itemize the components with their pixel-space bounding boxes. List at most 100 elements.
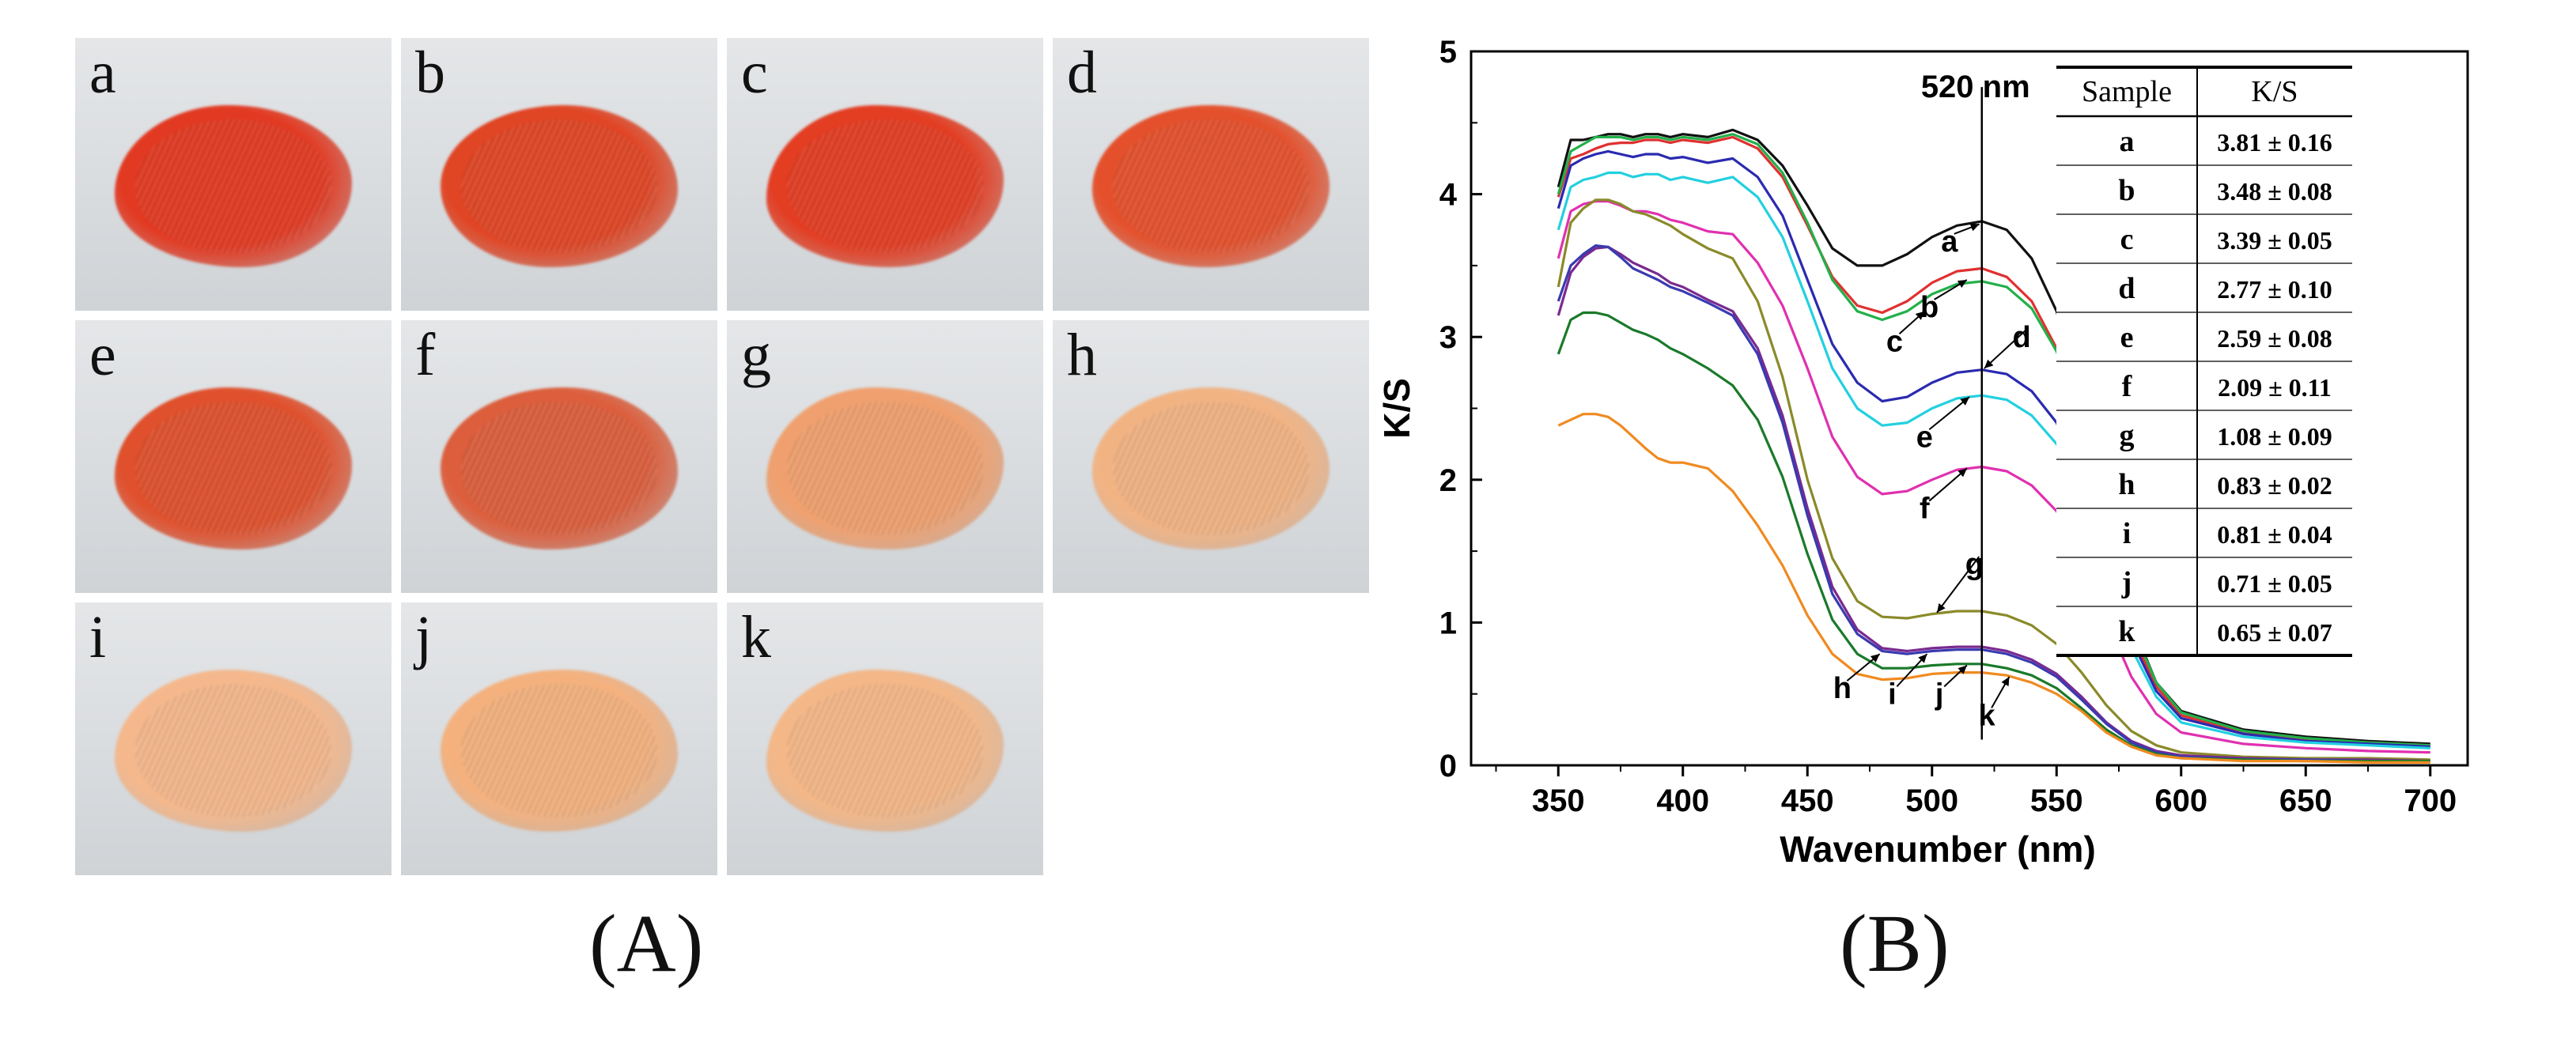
curve-label-arrowhead	[1957, 280, 1967, 288]
curve-label-arrowhead	[1984, 359, 1994, 368]
curve-label-c: c	[1886, 325, 1903, 358]
annotation-label-520nm: 520 nm	[1921, 70, 2030, 104]
sample-photo-i: i	[75, 602, 392, 875]
x-tick-label: 700	[2404, 783, 2457, 818]
x-tick-label: 500	[1905, 783, 1958, 818]
table-cell: a	[2120, 125, 2135, 158]
y-tick-label: 1	[1439, 606, 1457, 640]
table-cell: 3.48 ± 0.08	[2217, 177, 2332, 206]
curve-label-d: d	[2013, 321, 2031, 354]
sample-photo-a: a	[75, 38, 392, 311]
sample-photo-label: b	[415, 40, 445, 106]
x-tick-label: 550	[2030, 783, 2083, 818]
y-tick-label: 2	[1439, 463, 1457, 498]
table-cell: 0.65 ± 0.07	[2217, 618, 2332, 647]
curve-label-arrowhead	[1960, 397, 1969, 406]
panel-label-a: (A)	[589, 898, 704, 989]
series-line-g	[1557, 198, 2430, 761]
y-tick-label: 4	[1439, 178, 1458, 213]
fiber-sample-image	[766, 670, 1004, 832]
sample-photo-label: g	[741, 322, 771, 388]
curve-label-arrow	[1936, 556, 1980, 614]
sample-photo-g: g	[727, 320, 1043, 593]
series-line-h	[1557, 245, 2430, 763]
curve-label-arrowhead	[2001, 677, 2010, 686]
curve-label-arrowhead	[1915, 311, 1925, 320]
sample-photo-h: h	[1053, 320, 1369, 593]
fiber-sample-image	[115, 105, 352, 267]
sample-photo-label: i	[89, 604, 107, 670]
curve-label-i: i	[1888, 678, 1897, 711]
x-tick-label: 450	[1781, 783, 1834, 818]
x-tick-label: 400	[1656, 783, 1709, 818]
series-line-i	[1557, 244, 2430, 763]
table-cell: c	[2120, 223, 2134, 256]
sample-photo-c: c	[727, 38, 1043, 311]
table-cell: d	[2118, 272, 2135, 305]
table-cell: i	[2123, 517, 2132, 550]
table-cell: j	[2121, 566, 2132, 599]
sample-photo-j: j	[401, 602, 717, 875]
curve-label-g: g	[1965, 548, 1984, 581]
fiber-sample-image	[115, 670, 352, 832]
sample-photo-label: c	[741, 40, 768, 106]
y-tick-label: 3	[1439, 320, 1457, 355]
sample-photo-label: h	[1067, 322, 1097, 388]
fiber-sample-image	[1092, 387, 1330, 549]
fiber-sample-image	[441, 670, 678, 832]
fiber-sample-image	[441, 105, 678, 267]
fiber-sample-image	[766, 387, 1004, 549]
curve-label-arrowhead	[1937, 603, 1946, 613]
table-cell: 0.83 ± 0.02	[2217, 471, 2332, 500]
curve-label-b: b	[1920, 291, 1939, 324]
y-axis-label: K/S	[1376, 378, 1417, 439]
y-tick-label: 0	[1439, 749, 1457, 783]
table-cell: 1.08 ± 0.09	[2217, 422, 2332, 451]
curve-label-f: f	[1920, 493, 1930, 526]
table-header-cell: K/S	[2251, 75, 2298, 108]
series-line-j	[1557, 311, 2430, 763]
table-header-cell: Sample	[2082, 75, 2172, 108]
series-line-k	[1557, 413, 2430, 764]
table-cell: 2.09 ± 0.11	[2218, 373, 2332, 402]
sample-photo-label: f	[415, 322, 436, 388]
sample-photo-d: d	[1053, 38, 1369, 311]
x-tick-label: 350	[1532, 783, 1585, 818]
sample-photo-k: k	[727, 602, 1043, 875]
curve-label-arrow	[1928, 396, 1970, 431]
curve-label-arrowhead	[1870, 654, 1880, 663]
sample-photo-e: e	[75, 320, 392, 593]
table-cell: f	[2122, 370, 2133, 403]
table-cell: 0.71 ± 0.05	[2217, 569, 2332, 598]
table-cell: g	[2120, 419, 2135, 452]
sample-photo-label: a	[89, 40, 116, 106]
fiber-sample-image	[115, 387, 352, 549]
table-cell: 3.81 ± 0.16	[2217, 128, 2332, 157]
y-tick-label: 5	[1439, 35, 1457, 70]
sample-photo-label: e	[89, 322, 116, 388]
curve-label-h: h	[1833, 672, 1852, 705]
curve-label-arrow	[1984, 329, 2027, 369]
table-cell: h	[2118, 468, 2135, 501]
fiber-sample-image	[766, 105, 1004, 267]
sample-photo-f: f	[401, 320, 717, 593]
table-cell: 3.39 ± 0.05	[2217, 226, 2332, 255]
table-cell: 0.81 ± 0.04	[2217, 520, 2332, 549]
curve-label-e: e	[1916, 421, 1933, 454]
x-tick-label: 650	[2279, 783, 2332, 818]
panel-label-b: (B)	[1840, 898, 1950, 989]
table-cell: 2.77 ± 0.10	[2217, 275, 2332, 304]
table-cell: b	[2118, 174, 2135, 207]
sample-photo-grid: a b c d e f g h i j k	[75, 38, 1382, 875]
fiber-sample-image	[1092, 105, 1330, 267]
table-cell: 2.59 ± 0.08	[2217, 324, 2332, 353]
sample-photo-label: d	[1067, 40, 1097, 106]
fiber-sample-image	[441, 387, 678, 549]
ks-spectra-chart: 0 1 2 3 4 5 350 400 450 500 550 600 650 700 Wavenumber…	[1376, 35, 2469, 870]
curve-label-k: k	[1978, 699, 1995, 732]
series-line-e	[1557, 171, 2430, 749]
curve-label-arrowhead	[1958, 665, 1967, 674]
curve-label-arrowhead	[1969, 223, 1980, 232]
curve-label-j: j	[1935, 678, 1944, 711]
x-axis-label: Wavenumber (nm)	[1780, 829, 2096, 870]
